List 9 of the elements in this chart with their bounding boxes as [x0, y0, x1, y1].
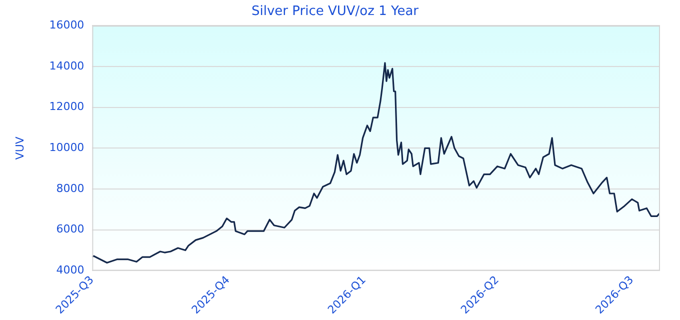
y-tick-label: 12000: [49, 100, 84, 114]
y-tick-label: 4000: [56, 264, 84, 277]
y-tick-label: 16000: [49, 18, 84, 32]
y-tick-label: 6000: [56, 222, 84, 236]
y-tick-label: 14000: [49, 59, 84, 72]
y-tick-label: 10000: [49, 141, 84, 154]
y-tick-label: 8000: [56, 182, 84, 195]
y-axis-title: VUV: [13, 136, 26, 160]
chart-title: Silver Price VUV/oz 1 Year: [251, 4, 420, 20]
